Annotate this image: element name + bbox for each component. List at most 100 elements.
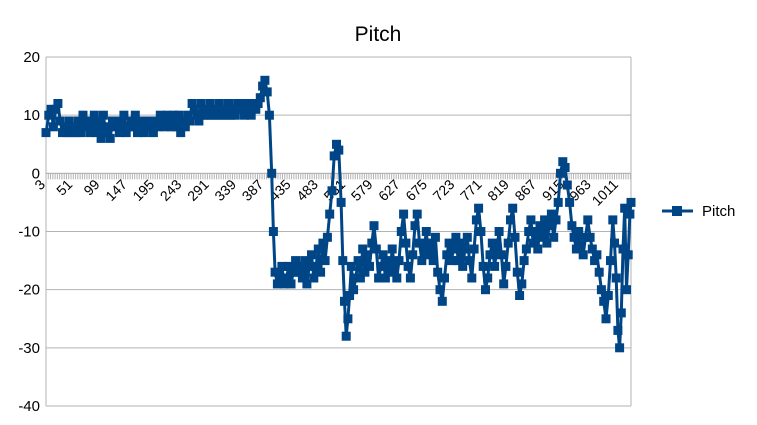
- data-point: [153, 122, 163, 132]
- data-point: [340, 296, 349, 306]
- x-tick-label: 579: [348, 176, 376, 204]
- data-point: [592, 250, 602, 260]
- data-point: [76, 128, 86, 138]
- data-point: [501, 261, 511, 271]
- data-point: [558, 157, 568, 167]
- data-point: [515, 291, 525, 300]
- data-point: [275, 273, 285, 283]
- data-point: [483, 273, 493, 283]
- data-point: [528, 238, 538, 248]
- data-point: [625, 209, 635, 219]
- data-point: [71, 128, 81, 138]
- data-point: [506, 215, 515, 225]
- y-axis-tick-labels: 20 10 0 -10 -20 -30 -40: [18, 49, 40, 415]
- data-point: [358, 244, 368, 254]
- data-point: [295, 261, 305, 271]
- data-point: [114, 128, 124, 138]
- data-point: [544, 221, 554, 231]
- data-point: [311, 261, 321, 271]
- data-point: [576, 238, 586, 248]
- data-point: [178, 116, 188, 126]
- data-point: [474, 203, 484, 213]
- x-tick-label: 819: [484, 176, 512, 204]
- data-point: [264, 110, 274, 120]
- data-point: [108, 116, 117, 126]
- data-point: [228, 104, 238, 114]
- data-point: [300, 256, 310, 266]
- data-point: [73, 116, 83, 126]
- x-tick-label: 723: [430, 176, 458, 204]
- data-point: [196, 99, 206, 108]
- x-tick-label: 627: [375, 176, 403, 204]
- data-point: [101, 128, 111, 138]
- x-tick-label: 771: [457, 176, 485, 204]
- data-point: [41, 128, 51, 138]
- data-point: [533, 244, 543, 254]
- data-point: [255, 93, 265, 103]
- data-point: [362, 250, 372, 260]
- data-point: [603, 291, 613, 300]
- data-point: [410, 221, 420, 231]
- data-point: [526, 215, 536, 225]
- data-point: [542, 238, 552, 248]
- data-point: [121, 128, 131, 138]
- data-point: [135, 116, 145, 126]
- data-point: [419, 244, 429, 254]
- data-point: [142, 116, 152, 126]
- data-point: [268, 227, 278, 236]
- data-point: [360, 267, 370, 277]
- data-point: [435, 285, 445, 295]
- data-point: [304, 261, 314, 271]
- data-point: [512, 267, 522, 277]
- data-point: [103, 122, 113, 132]
- data-point: [376, 261, 386, 271]
- data-point: [258, 81, 268, 91]
- data-point: [417, 256, 427, 266]
- y-tick-label: 10: [23, 107, 40, 124]
- data-point: [69, 122, 79, 132]
- data-point: [349, 285, 359, 295]
- data-point: [374, 273, 384, 283]
- data-point: [531, 227, 540, 236]
- data-point: [89, 110, 99, 120]
- data-point: [253, 99, 263, 108]
- data-point: [148, 128, 158, 138]
- data-point: [487, 238, 497, 248]
- data-point: [112, 116, 122, 126]
- data-point: [291, 256, 301, 266]
- data-point: [590, 256, 600, 266]
- x-tick-label: 483: [293, 176, 321, 204]
- data-point: [503, 238, 513, 248]
- data-point: [119, 110, 129, 120]
- data-point: [556, 168, 565, 178]
- data-point: [365, 261, 374, 271]
- data-point: [596, 285, 606, 295]
- data-point: [123, 122, 133, 132]
- x-tick-label: 435: [266, 176, 294, 204]
- data-point: [467, 273, 477, 283]
- data-point: [105, 133, 115, 143]
- data-point: [318, 238, 328, 248]
- data-point: [421, 227, 431, 236]
- data-point: [327, 186, 337, 196]
- data-point: [442, 250, 452, 260]
- data-point: [490, 261, 500, 271]
- data-point: [446, 256, 456, 266]
- data-point: [92, 128, 102, 138]
- data-point: [578, 250, 588, 260]
- data-point: [251, 104, 261, 114]
- data-point: [343, 314, 353, 324]
- data-point: [171, 122, 181, 132]
- data-point: [444, 238, 454, 248]
- data-point: [437, 296, 447, 306]
- data-point: [83, 116, 92, 126]
- data-point: [169, 110, 179, 120]
- data-point: [433, 267, 443, 277]
- data-point: [565, 197, 575, 207]
- data-point: [471, 215, 481, 225]
- data-point: [302, 279, 312, 289]
- data-point: [390, 261, 399, 271]
- data-point: [284, 261, 294, 271]
